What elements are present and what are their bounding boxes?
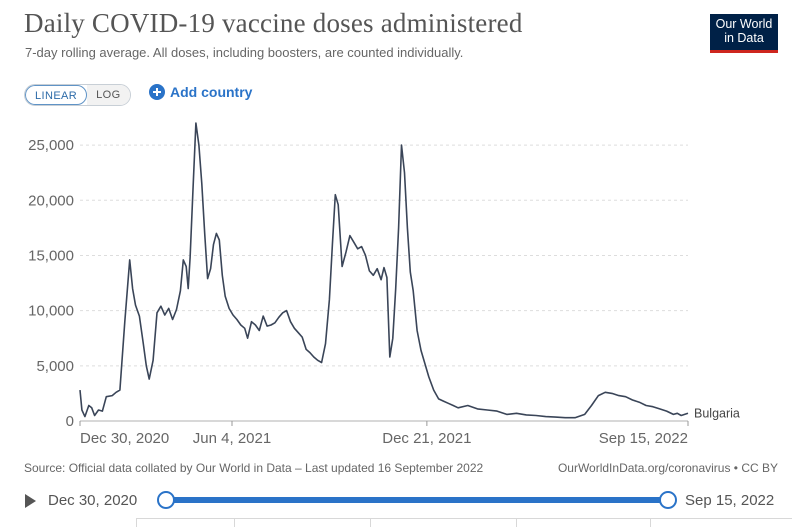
x-tick-label: Sep 15, 2022	[599, 430, 688, 447]
y-tick-label: 5,000	[36, 358, 74, 375]
y-axis-ticks: 0 5,000 10,000 15,000 20,000 25,000	[28, 137, 74, 430]
log-scale-button[interactable]: LOG	[87, 85, 130, 105]
series-lines	[79, 122, 689, 419]
add-country-button[interactable]: Add country	[149, 84, 252, 100]
x-tick-label: Dec 30, 2020	[80, 430, 169, 447]
linear-scale-button[interactable]: LINEAR	[25, 85, 88, 105]
y-tick-label: 20,000	[28, 192, 74, 209]
timeline: Dec 30, 2020 Sep 15, 2022	[24, 490, 784, 512]
x-tick-label: Jun 4, 2021	[193, 430, 271, 447]
timeline-end-date: Sep 15, 2022	[685, 492, 775, 509]
scale-toggle: LINEAR LOG	[24, 84, 131, 106]
timeline-track[interactable]	[165, 497, 668, 503]
plus-circle-icon	[149, 84, 165, 100]
timeline-end-handle[interactable]	[659, 491, 677, 509]
credit-link[interactable]: OurWorldInData.org/coronavirus • CC BY	[557, 461, 778, 475]
x-tick-label: Dec 21, 2021	[382, 430, 471, 447]
line-chart[interactable]: 0 5,000 10,000 15,000 20,000 25,000 Dec 30, 2…	[0, 115, 792, 455]
source-note: Source: Official data collated by Our Wo…	[24, 461, 484, 475]
play-icon[interactable]	[25, 494, 36, 508]
logo-line-2: in Data	[724, 31, 764, 45]
y-tick-label: 15,000	[28, 247, 74, 264]
series-label: Bulgaria	[694, 406, 740, 420]
tab-bar	[136, 518, 792, 527]
x-axis-ticks: Dec 30, 2020 Jun 4, 2021 Dec 21, 2021 Sep 1…	[79, 421, 689, 447]
grid-lines	[80, 144, 688, 422]
timeline-start-handle[interactable]	[157, 491, 175, 509]
chart-title: Daily COVID-19 vaccine doses administere…	[24, 8, 523, 38]
y-tick-label: 25,000	[28, 137, 74, 154]
timeline-start-date: Dec 30, 2020	[48, 492, 138, 509]
series-line-bulgaria	[79, 122, 689, 419]
series-labels: Bulgaria	[694, 406, 740, 420]
chart-subtitle: 7-day rolling average. All doses, includ…	[25, 45, 464, 60]
y-tick-label: 10,000	[28, 303, 74, 320]
y-tick-label: 0	[66, 413, 74, 430]
owid-logo[interactable]: Our World in Data	[710, 14, 778, 53]
add-country-label: Add country	[170, 84, 253, 100]
logo-line-1: Our World	[715, 17, 773, 31]
